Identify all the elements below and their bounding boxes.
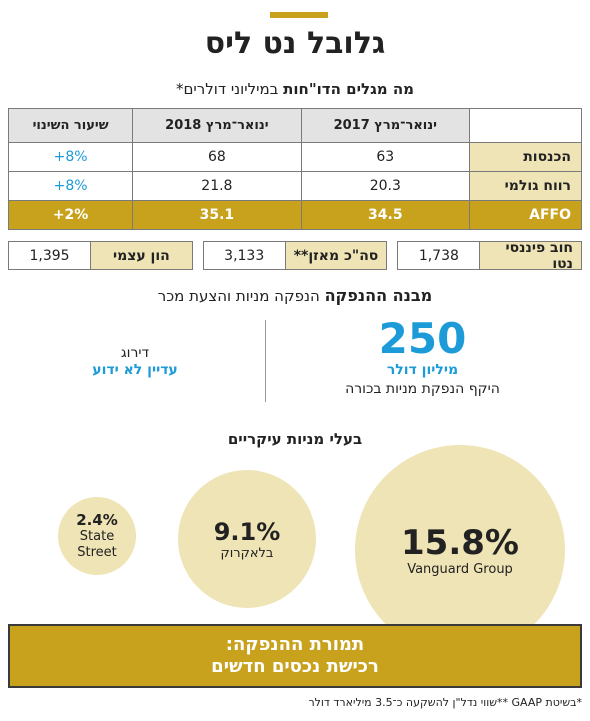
cell-2018: 21.8 <box>132 171 302 201</box>
page-title: גלובל נט ליס <box>204 26 386 61</box>
structure-title-rest: הנפקה מניות והצעת מכר <box>157 287 325 305</box>
accent-bar <box>270 12 328 18</box>
metric-value: 1,738 <box>398 242 481 269</box>
proceeds-box: תמורת ההנפקה: רכישת נכסים חדשים <box>8 624 582 688</box>
change-value: +2% <box>52 207 89 223</box>
metric-label: הון עצמי <box>91 242 192 269</box>
header-change: שיעור השינוי <box>7 108 134 143</box>
metric-total-balance: סה"כ מאזן** 3,133 <box>202 241 388 270</box>
change-value: +8% <box>53 149 88 165</box>
header-corner <box>469 108 582 143</box>
header-2017: ינואר־מרץ 2017 <box>300 108 471 143</box>
cell-change: +8% <box>7 142 134 172</box>
issue-amount: 250 <box>378 314 467 363</box>
holder-name: Vanguard Group <box>407 561 513 577</box>
row-label: הכנסות <box>469 142 582 172</box>
cell-2018: 68 <box>132 142 302 172</box>
balance-metrics: חוב פיננסי נטו 1,738 סה"כ מאזן** 3,133 ה… <box>7 240 582 272</box>
financials-table: ינואר־מרץ 2017 ינואר־מרץ 2018 שיעור השינ… <box>7 108 582 230</box>
holders-title: בעלי מניות עיקריים <box>227 430 363 448</box>
table-header-row: ינואר־מרץ 2017 ינואר־מרץ 2018 שיעור השינ… <box>7 108 582 143</box>
holder-pct: 2.4% <box>76 511 118 529</box>
holder-pct: 9.1% <box>213 517 281 546</box>
table-row-affo: AFFO 34.5 35.1 +2% <box>7 200 582 230</box>
structure-divider <box>265 320 266 402</box>
holder-bubble-state-street: 2.4% State Street <box>58 497 136 575</box>
table-subtitle: מה מגלים הדו"חות במיליוני דולרים* <box>0 80 590 98</box>
metric-value: 3,133 <box>204 242 286 269</box>
subtitle-rest: במיליוני דולרים* <box>175 80 284 98</box>
metric-label: סה"כ מאזן** <box>285 242 387 269</box>
structure-title: מבנה ההנפקה הנפקה מניות והצעת מכר <box>0 286 590 305</box>
metric-value: 1,395 <box>9 242 92 269</box>
header-2018: ינואר־מרץ 2018 <box>132 108 302 143</box>
holder-bubble-vanguard: 15.8% Vanguard Group <box>355 445 565 655</box>
holder-pct: 15.8% <box>401 522 519 563</box>
row-label: רווח גולמי <box>469 171 582 201</box>
cell-2017: 63 <box>300 142 471 172</box>
issue-description: היקף הנפקת מניות בכורה <box>345 381 500 397</box>
metric-label: חוב פיננסי נטו <box>480 240 581 272</box>
issue-unit: מיליון דולר <box>386 362 459 378</box>
holder-name: בלאקרוק <box>220 545 274 561</box>
cell-change: +2% <box>7 200 134 230</box>
rating-label: דירוג <box>120 345 150 361</box>
cell-2017: 34.5 <box>300 200 471 230</box>
cell-2018: 35.1 <box>132 200 302 230</box>
subtitle-bold: מה מגלים הדו"חות <box>283 80 415 98</box>
footnote: *בשיטת GAAP **שווי נדל"ן להשקעה כ־3.5 מי… <box>308 696 582 709</box>
proceeds-use: רכישת נכסים חדשים <box>211 656 379 677</box>
cell-2017: 20.3 <box>300 171 471 201</box>
row-label: AFFO <box>469 200 582 230</box>
table-row-gross-profit: רווח גולמי 20.3 21.8 +8% <box>7 171 582 201</box>
table-row-revenue: הכנסות 63 68 +8% <box>7 142 582 172</box>
structure-title-bold: מבנה ההנפקה <box>324 286 433 305</box>
metric-net-debt: חוב פיננסי נטו 1,738 <box>397 240 582 272</box>
holder-name: State Street <box>77 529 117 560</box>
proceeds-heading: תמורת ההנפקה: <box>225 634 365 655</box>
metric-equity: הון עצמי 1,395 <box>7 241 193 270</box>
holder-bubble-blackrock: 9.1% בלאקרוק <box>178 470 316 608</box>
rating-value: עדיין לא ידוע <box>92 362 178 378</box>
cell-change: +8% <box>7 171 134 201</box>
change-value: +8% <box>53 178 88 194</box>
